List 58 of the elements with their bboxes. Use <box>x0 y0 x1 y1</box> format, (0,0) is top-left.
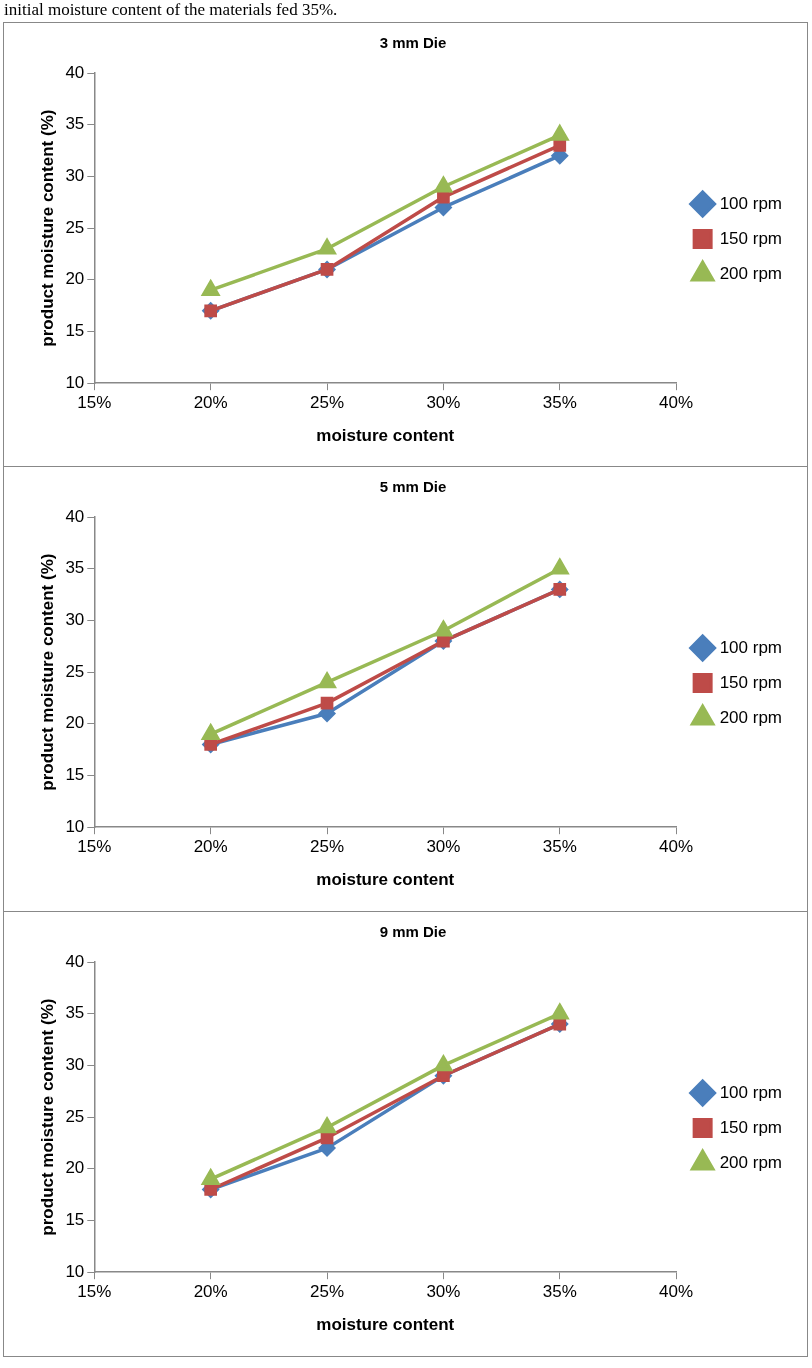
y-tick-label: 35 <box>65 114 85 134</box>
x-tick-label: 25% <box>310 1282 345 1302</box>
legend-label: 200 rpm <box>719 263 783 283</box>
x-tick-label: 15% <box>77 837 112 857</box>
y-tick-label: 25 <box>65 661 85 681</box>
x-axis-title: moisture content <box>316 426 455 446</box>
y-tick-label: 30 <box>65 1055 85 1075</box>
y-tick-label: 35 <box>65 558 85 578</box>
y-tick-label: 10 <box>65 1261 85 1281</box>
y-tick-label: 40 <box>65 62 85 82</box>
legend-label: 150 rpm <box>719 672 783 692</box>
x-axis-title: moisture content <box>316 1315 455 1335</box>
x-tick-label: 40% <box>659 837 694 857</box>
y-tick-label: 15 <box>65 1210 85 1230</box>
x-tick-label: 25% <box>310 393 345 413</box>
y-tick-label: 25 <box>65 1106 85 1126</box>
y-tick-label: 40 <box>65 951 85 971</box>
legend-label: 150 rpm <box>719 1117 783 1137</box>
y-axis-title: product moisture content (%) <box>37 553 57 791</box>
legend-label: 100 rpm <box>719 193 783 213</box>
y-tick-label: 20 <box>65 269 85 289</box>
y-axis-title: product moisture content (%) <box>37 998 57 1236</box>
y-tick-label: 10 <box>65 372 85 392</box>
y-tick-label: 35 <box>65 1003 85 1023</box>
x-tick-label: 35% <box>542 393 577 413</box>
x-tick-label: 15% <box>77 393 112 413</box>
y-tick-label: 40 <box>65 506 85 526</box>
x-tick-label: 40% <box>659 393 694 413</box>
y-tick-label: 25 <box>65 217 85 237</box>
legend-label: 150 rpm <box>719 228 783 248</box>
y-tick-label: 20 <box>65 713 85 733</box>
y-tick-label: 15 <box>65 321 85 341</box>
y-tick-label: 30 <box>65 610 85 630</box>
chart-title: 3 mm Die <box>379 34 447 52</box>
legend-label: 200 rpm <box>719 1152 783 1172</box>
legend-label: 100 rpm <box>719 1082 783 1102</box>
x-tick-label: 40% <box>659 1282 694 1302</box>
chart-title: 9 mm Die <box>379 923 447 941</box>
x-tick-label: 35% <box>542 837 577 857</box>
y-tick-label: 30 <box>65 166 85 186</box>
x-tick-label: 25% <box>310 837 345 857</box>
y-tick-label: 15 <box>65 765 85 785</box>
x-axis-title: moisture content <box>316 870 455 890</box>
x-tick-label: 30% <box>426 837 461 857</box>
y-tick-label: 20 <box>65 1158 85 1178</box>
text: initial moisture content of the materials fed 35%. <box>3 0 339 21</box>
y-tick-label: 10 <box>65 816 85 836</box>
x-tick-label: 30% <box>426 1282 461 1302</box>
x-tick-label: 20% <box>193 1282 228 1302</box>
x-tick-label: 20% <box>193 837 228 857</box>
chart-title: 5 mm Die <box>379 478 447 496</box>
x-tick-label: 15% <box>77 1282 112 1302</box>
x-tick-label: 35% <box>542 1282 577 1302</box>
legend-label: 100 rpm <box>719 637 783 657</box>
x-tick-label: 30% <box>426 393 461 413</box>
x-tick-label: 20% <box>193 393 228 413</box>
legend-label: 200 rpm <box>719 707 783 727</box>
y-axis-title: product moisture content (%) <box>37 109 57 347</box>
